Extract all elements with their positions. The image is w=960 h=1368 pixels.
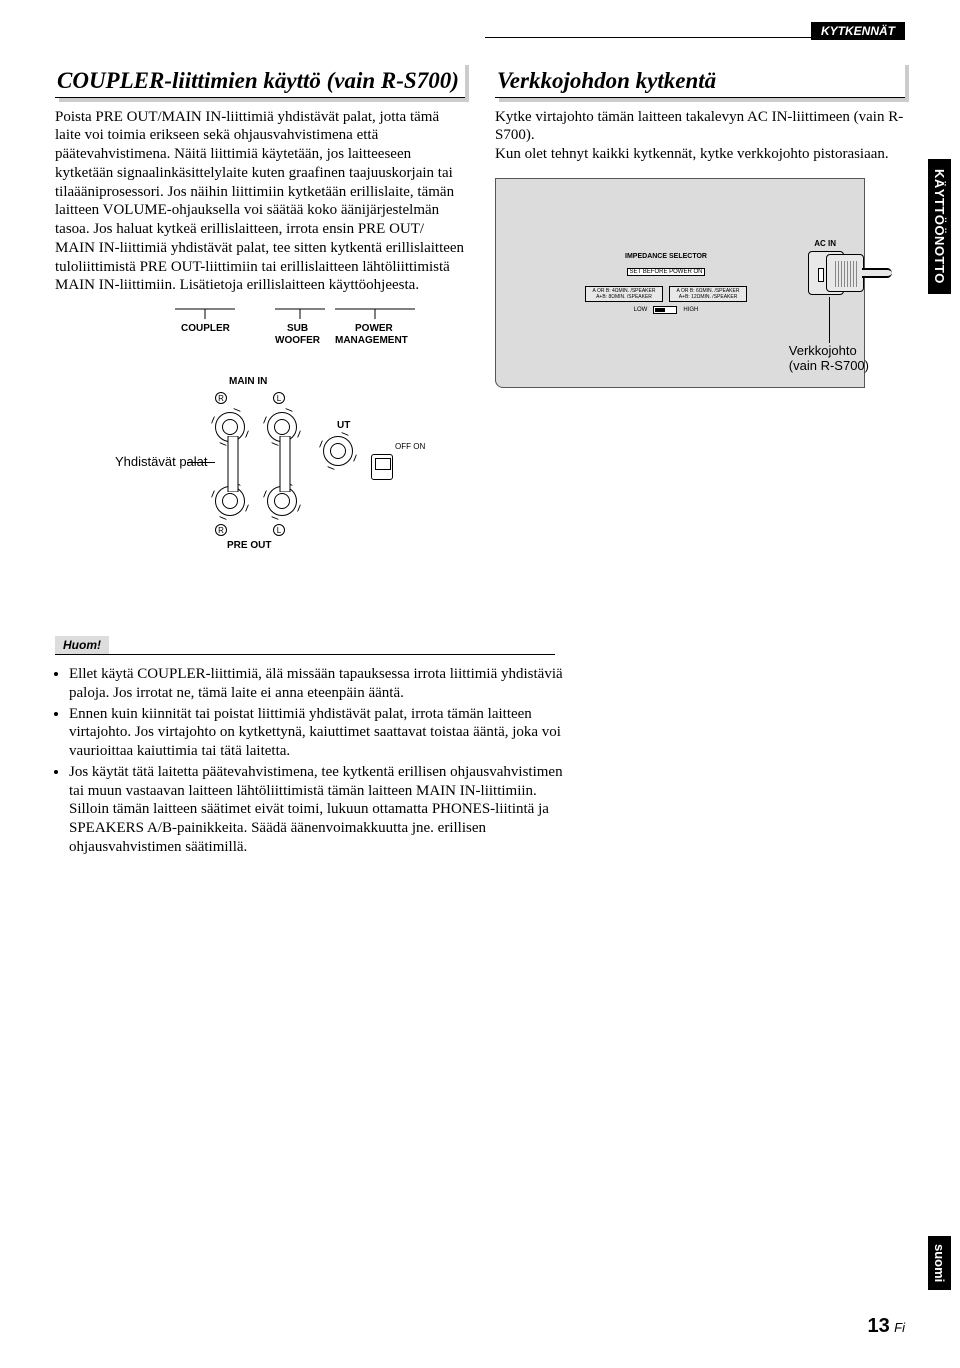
low-label: LOW (634, 307, 648, 313)
impedance-boxes: A OR B: 4ΩMIN. /SPEAKER A+B: 8ΩMIN. /SPE… (576, 286, 756, 302)
coupler-label: COUPLER (181, 323, 231, 334)
pre-out-label: PRE OUT (227, 540, 271, 551)
woofer-label: WOOFER (275, 335, 321, 346)
right-column: Verkkojohdon kytkentä Kytke virtajohto t… (495, 65, 905, 859)
rear-panel-diagram: AC IN IMPEDANCE SELECTOR SET BEFORE POWE… (495, 178, 865, 408)
selector-sub: SET BEFORE POWER ON (627, 268, 706, 276)
l-label-1: L (273, 392, 285, 404)
off-on-plate (371, 454, 393, 480)
note-rule (55, 654, 555, 655)
selector-title: IMPEDANCE SELECTOR (576, 253, 756, 260)
plug-body (826, 254, 864, 292)
main-in-label: MAIN IN (229, 376, 267, 387)
page-footer: 13 Fi (867, 1315, 905, 1338)
power-plug (826, 254, 886, 292)
sub-label: SUB (287, 323, 308, 334)
cable (862, 268, 892, 278)
side-tab: KÄYTTÖÖNOTTO (928, 159, 951, 294)
note-bullets: Ellet käytä COUPLER-liittimiä, älä missä… (55, 665, 565, 857)
power-label: POWER (355, 323, 394, 334)
coupler-body-text: Poista PRE OUT/MAIN IN-liittimiä yhdistä… (55, 108, 465, 296)
coupler-diagram: COUPLER SUB WOOFER POWER MANAGEMENT (175, 301, 465, 352)
page-fi: Fi (894, 1320, 905, 1335)
section-title-power: Verkkojohdon kytkentä (495, 65, 905, 98)
off-on-text: OFF ON (395, 442, 425, 451)
header-rule (485, 37, 905, 38)
bullet-1: Ellet käytä COUPLER-liittimiä, älä missä… (69, 665, 565, 703)
impedance-selector: IMPEDANCE SELECTOR SET BEFORE POWER ON A… (576, 253, 756, 314)
off-on-switch: OFF ON (371, 454, 393, 480)
left-column: COUPLER-liittimien käyttö (vain R-S700) … (55, 65, 465, 859)
l-label-2: L (273, 524, 285, 536)
jack-panel: MAIN IN R L UT OFF ON R L PRE OUT (215, 376, 415, 596)
r-label-1: R (215, 392, 227, 404)
imp-a-line2: A+B: 8ΩMIN. /SPEAKER (588, 294, 660, 300)
note-badge: Huom! (55, 636, 109, 654)
section-title-coupler: COUPLER-liittimien käyttö (vain R-S700) (55, 65, 465, 98)
imp-box-b: A OR B: 6ΩMIN. /SPEAKER A+B: 12ΩMIN. /SP… (669, 286, 747, 302)
bullet-2: Ennen kuin kiinnität tai poistat liittim… (69, 705, 565, 761)
caption-line1: Verkkojohto (789, 343, 869, 359)
switch-slot (653, 306, 677, 314)
imp-b-line1: A OR B: 6ΩMIN. /SPEAKER (672, 288, 744, 294)
caption-pointer (829, 297, 830, 343)
page-number: 13 (867, 1315, 889, 1337)
ut-jack (323, 436, 353, 466)
caption-line2: (vain R-S700) (789, 358, 869, 374)
bullet-3: Jos käytät tätä laitetta päätevahvistime… (69, 763, 565, 857)
plug-grip (835, 261, 857, 287)
mainin-diagram: Yhdistävät palat MAIN IN R L UT OFF ON R… (115, 376, 415, 596)
imp-box-a: A OR B: 4ΩMIN. /SPEAKER A+B: 8ΩMIN. /SPE… (585, 286, 663, 302)
pointer-line (187, 462, 215, 463)
imp-b-line2: A+B: 12ΩMIN. /SPEAKER (672, 294, 744, 300)
power-cord-caption: Verkkojohto (vain R-S700) (789, 343, 869, 374)
r-label-2: R (215, 524, 227, 536)
mgmt-label: MANAGEMENT (335, 335, 408, 346)
ac-in-label: AC IN (814, 239, 836, 248)
high-label: HIGH (683, 307, 698, 313)
language-tab: suomi (928, 1236, 951, 1290)
low-high-switch: LOW HIGH (576, 306, 756, 314)
power-body-text: Kytke virtajohto tämän laitteen takalevy… (495, 108, 905, 164)
imp-a-line1: A OR B: 4ΩMIN. /SPEAKER (588, 288, 660, 294)
ut-label: UT (337, 420, 350, 431)
main-columns: COUPLER-liittimien käyttö (vain R-S700) … (55, 65, 905, 859)
